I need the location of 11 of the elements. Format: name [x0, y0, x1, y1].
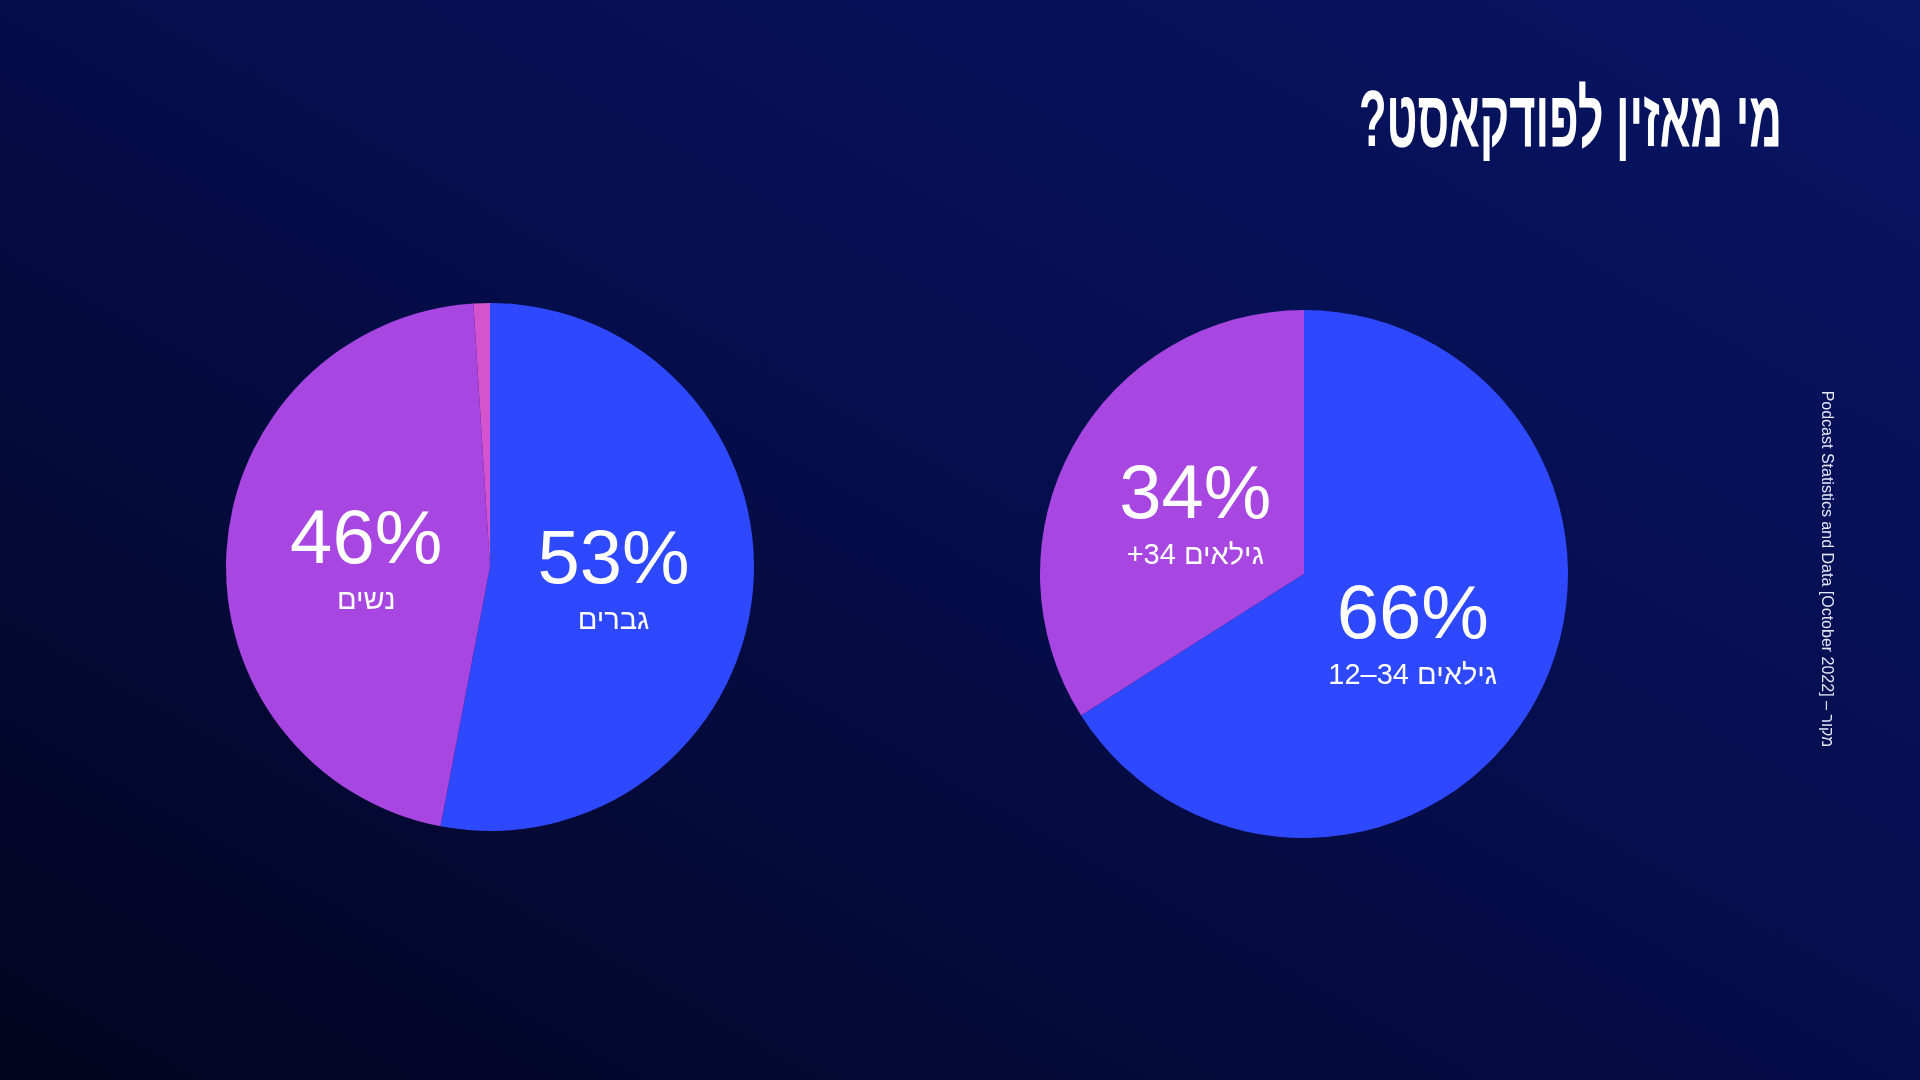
- pie-slice: [1081, 310, 1568, 838]
- pie-slice: [1040, 310, 1304, 716]
- data-label: 46%: [290, 494, 443, 580]
- chart-title: מי מאזין לפודקאסט?: [1359, 73, 1782, 164]
- data-label: 53%: [537, 513, 690, 599]
- data-label: 34%: [1119, 449, 1272, 535]
- data-label: 66%: [1336, 568, 1489, 654]
- pie-slice: [226, 303, 490, 827]
- slice-label: גברים: [577, 602, 650, 635]
- slice-label: נשים: [336, 583, 396, 616]
- pie-slice: [440, 303, 754, 831]
